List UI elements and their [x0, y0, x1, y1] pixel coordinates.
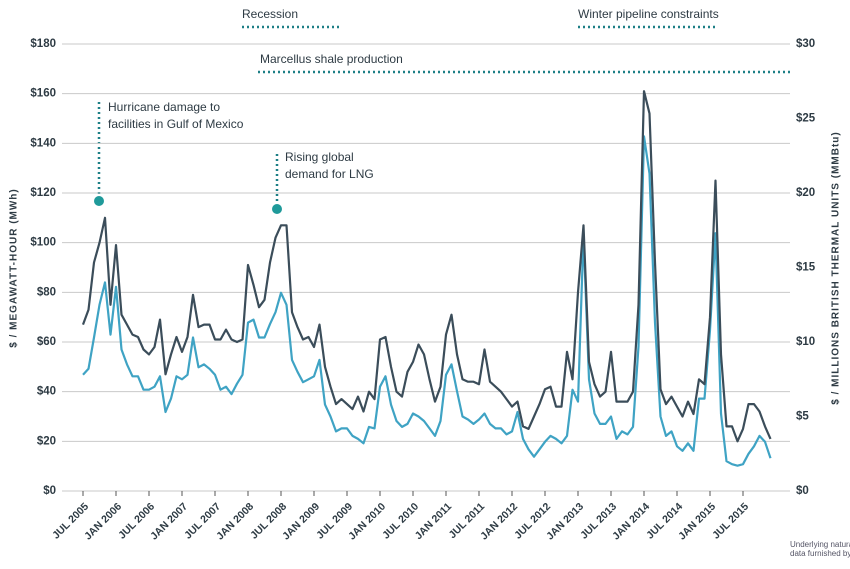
y-tick-label: $0 — [43, 485, 56, 497]
x-tick-label: JAN 2011 — [413, 500, 455, 542]
annotation: Recession — [242, 7, 298, 21]
annotation-dot — [94, 196, 104, 206]
y2-tick-label: $30 — [796, 38, 815, 50]
series-line — [82, 135, 772, 467]
y2-tick-label: $5 — [796, 411, 809, 423]
y2-tick-label: $25 — [796, 113, 816, 125]
y2-tick-label: $20 — [796, 187, 815, 199]
y2-tick-label: $15 — [796, 262, 816, 274]
y2-tick-label: $10 — [796, 336, 815, 348]
y-tick-label: $40 — [37, 386, 56, 398]
y2-tick-label: $0 — [796, 485, 809, 497]
y-tick-label: $180 — [30, 38, 56, 50]
y-tick-label: $120 — [30, 187, 56, 199]
annotation: facilities in Gulf of Mexico — [108, 117, 244, 131]
annotation: demand for LNG — [285, 167, 374, 181]
annotation: Marcellus shale production — [260, 52, 403, 66]
annotation: Hurricane damage to — [108, 100, 220, 114]
y2-axis-label: $ / MILLIONS BRITISH THERMAL UNITS (MMBt… — [831, 131, 842, 404]
series-line — [81, 90, 772, 443]
y-tick-label: $20 — [37, 435, 56, 447]
annotation: Rising global — [285, 150, 354, 164]
note: data furnished by — [790, 549, 850, 558]
y-tick-label: $80 — [37, 286, 56, 298]
y-tick-label: $140 — [30, 137, 56, 149]
note: Underlying natural — [790, 540, 850, 549]
y-axis-label: $ / MEGAWATT-HOUR (MWh) — [9, 188, 20, 347]
y-tick-label: $100 — [30, 237, 56, 249]
annotation: Winter pipeline constraints — [578, 7, 719, 21]
y-tick-label: $60 — [37, 336, 56, 348]
x-tick-label: JUL 2015 — [710, 501, 751, 542]
y-tick-label: $160 — [30, 88, 56, 100]
annotation-dot — [272, 204, 282, 214]
